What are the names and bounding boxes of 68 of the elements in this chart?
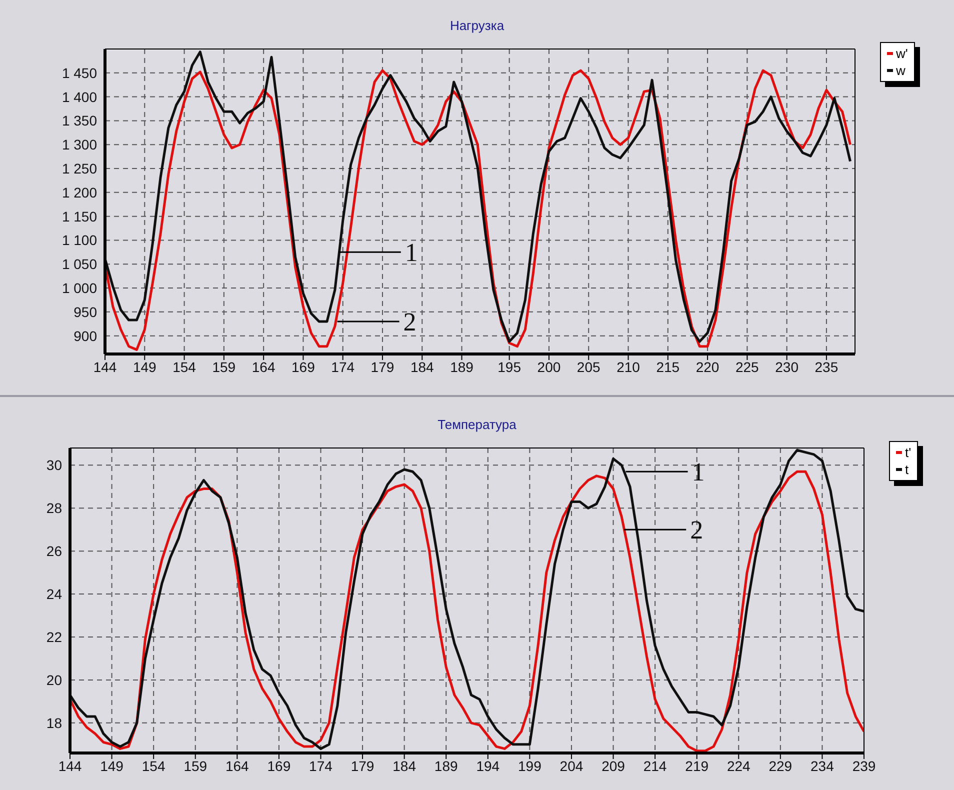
x-tick-label: 204	[560, 758, 584, 774]
legend-label: w	[896, 62, 906, 79]
x-tick-label: 144	[58, 758, 82, 774]
y-tick-label: 28	[46, 500, 62, 516]
x-tick-label: 199	[518, 758, 542, 774]
chart-title: Температура	[436, 417, 518, 432]
y-tick-label: 950	[74, 304, 98, 320]
y-tick-label: 1 000	[62, 280, 98, 296]
annotation: 1	[404, 238, 418, 268]
x-tick-label: 194	[476, 758, 500, 774]
x-tick-label: 144	[93, 358, 117, 375]
x-tick-label: 195	[498, 358, 522, 375]
y-tick-label: 24	[46, 586, 62, 602]
y-tick-label: 1 350	[62, 112, 98, 129]
x-tick-label: 220	[696, 358, 720, 375]
x-tick-label: 169	[292, 358, 316, 375]
x-tick-label: 184	[392, 758, 416, 774]
y-tick-label: 26	[46, 543, 62, 560]
y-tick-label: 30	[46, 457, 62, 474]
x-tick-label: 189	[450, 358, 474, 375]
x-tick-label: 149	[100, 758, 124, 774]
x-tick-label: 174	[309, 758, 333, 774]
annotation: 2	[403, 307, 416, 336]
y-tick-label: 900	[74, 328, 98, 344]
y-tick-label: 1 250	[62, 160, 98, 176]
y-tick-label: 1 450	[62, 64, 98, 81]
x-tick-label: 149	[132, 358, 157, 375]
x-tick-label: 229	[768, 758, 792, 774]
y-tick-label: 22	[46, 628, 62, 645]
x-tick-label: 154	[172, 358, 196, 375]
legend-label: w'	[896, 45, 908, 62]
y-tick-label: 1 150	[62, 208, 98, 224]
x-tick-label: 189	[434, 758, 458, 774]
x-tick-label: 184	[410, 358, 434, 375]
x-tick-label: 230	[775, 358, 799, 375]
x-tick-label: 225	[736, 358, 760, 375]
y-tick-label: 1 400	[62, 88, 98, 105]
x-tick-label: 234	[810, 758, 834, 774]
annotation: 1	[692, 458, 705, 487]
x-tick-label: 214	[643, 758, 667, 774]
y-tick-label: 1 100	[62, 232, 98, 248]
x-tick-label: 159	[212, 358, 236, 375]
y-tick-label: 1 300	[62, 136, 98, 153]
x-tick-label: 200	[537, 358, 561, 375]
x-tick-label: 174	[331, 358, 355, 375]
y-tick-label: 18	[46, 714, 62, 731]
x-tick-label: 169	[267, 758, 291, 774]
x-tick-label: 205	[576, 358, 601, 375]
x-tick-label: 219	[685, 758, 709, 774]
x-tick-label: 210	[616, 358, 640, 375]
y-tick-label: 1 050	[62, 256, 98, 272]
x-tick-label: 209	[602, 758, 626, 774]
x-tick-label: 179	[350, 758, 374, 774]
x-tick-label: 164	[252, 358, 276, 375]
legend-label: t'	[905, 444, 912, 461]
x-tick-label: 159	[184, 758, 208, 774]
x-tick-label: 215	[656, 358, 680, 375]
x-tick-label: 235	[814, 358, 838, 375]
x-tick-label: 154	[142, 758, 166, 774]
x-tick-label: 224	[726, 758, 751, 774]
x-tick-label: 239	[852, 758, 876, 774]
y-tick-label: 1 200	[62, 184, 98, 200]
x-tick-label: 179	[370, 358, 394, 375]
x-tick-label: 164	[225, 758, 250, 774]
legend-label: t	[905, 461, 909, 478]
chart-title: Нагрузка	[448, 18, 506, 33]
y-tick-label: 20	[46, 672, 62, 688]
annotation: 2	[690, 516, 704, 545]
